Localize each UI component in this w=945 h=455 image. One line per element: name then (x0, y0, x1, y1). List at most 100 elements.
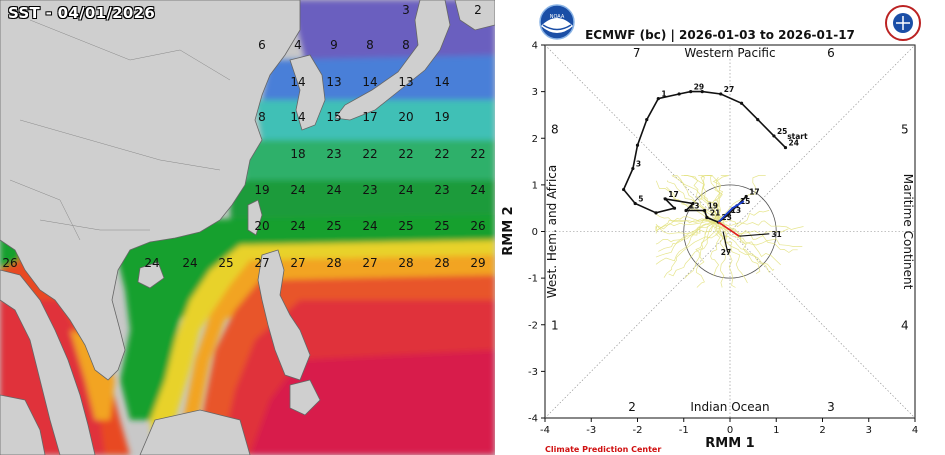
phase-number-label: 1 (551, 318, 559, 332)
region-label-left: West. Hem. and Africa (545, 165, 559, 298)
day-label: 27 (721, 248, 731, 257)
sst-value-label: 8 (402, 38, 410, 52)
forecast-path-black (722, 231, 729, 253)
sst-value-label: 22 (398, 147, 413, 161)
ensemble-member-line (719, 226, 736, 288)
sst-value-label: 6 (258, 38, 266, 52)
x-axis-label: RMM 1 (705, 436, 754, 451)
phase-number-label: 5 (901, 123, 909, 137)
observed-point (705, 215, 709, 220)
sst-value-label: 22 (362, 147, 377, 161)
x-tick-label: 2 (819, 425, 825, 436)
noaa-logo: NOAA (539, 4, 575, 40)
observed-point (645, 118, 649, 122)
observed-point (739, 101, 744, 105)
ensemble-member-line (718, 220, 804, 230)
day-label: 27 (724, 85, 734, 94)
day-label: 24 (789, 139, 799, 148)
x-tick-label: -1 (679, 425, 689, 436)
y-tick-label: 2 (532, 134, 538, 145)
sst-value-label: 25 (326, 219, 341, 233)
sst-value-label: 14 (362, 75, 377, 89)
y-axis-label: RMM 2 (501, 206, 516, 255)
phase-number-label: 7 (633, 46, 641, 60)
ensemble-member-line (713, 226, 770, 273)
ensemble-member-line (668, 224, 719, 277)
sst-value-label: 20 (254, 219, 269, 233)
nws-logo (885, 5, 921, 41)
sst-value-label: 24 (326, 183, 341, 197)
day-label: 13 (731, 206, 741, 215)
sst-value-label: 13 (326, 75, 341, 89)
y-tick-label: -2 (528, 320, 538, 331)
observed-point (677, 92, 681, 96)
phase-number-label: 3 (827, 400, 835, 414)
day-label: 17 (749, 188, 759, 197)
y-tick-label: 3 (532, 87, 538, 98)
observed-point (631, 166, 635, 171)
region-label-top: Western Pacific (684, 46, 775, 60)
day-label: 15 (740, 197, 750, 206)
sst-value-label: 8 (258, 110, 266, 124)
ensemble-member-line (695, 223, 714, 288)
sst-value-label: 26 (470, 219, 485, 233)
day-label: 19 (708, 202, 718, 211)
ensemble-member-line (655, 221, 723, 235)
sst-value-label: 24 (144, 256, 159, 270)
day-label: 3 (636, 160, 641, 169)
start-label: start (787, 132, 808, 141)
ensemble-member-line (684, 223, 713, 279)
x-tick-label: 1 (773, 425, 779, 436)
day-label: 23 (721, 213, 731, 222)
ensemble-member-line (684, 175, 723, 222)
sst-value-label: 24 (290, 219, 305, 233)
y-tick-label: -1 (528, 274, 538, 285)
sst-value-label: 18 (290, 147, 305, 161)
mjo-title: ECMWF (bc) | 2026-01-03 to 2026-01-17 (585, 28, 855, 42)
ensemble-member-line (663, 226, 726, 278)
ensemble-member-line (671, 175, 724, 227)
sst-map-title: SST - 04/01/2026 (8, 4, 156, 22)
sst-value-label: 23 (326, 147, 341, 161)
sst-value-label: 13 (398, 75, 413, 89)
observed-point (691, 201, 695, 206)
sst-value-label: 28 (398, 256, 413, 270)
sst-value-label: 24 (362, 219, 377, 233)
ensemble-member-line (724, 228, 803, 247)
sst-value-label: 27 (254, 256, 269, 270)
sst-value-label: 17 (362, 110, 377, 124)
mjo-phase-diagram-panel: NOAA ECMWF (bc) | 2026-01-03 to 2026-01-… (495, 0, 945, 455)
sst-value-label: 23 (434, 183, 449, 197)
forecast-path-black (739, 233, 770, 237)
sst-value-label: 19 (254, 183, 269, 197)
sst-value-label: 24 (290, 183, 305, 197)
observed-point (672, 206, 677, 210)
observed-point (633, 201, 637, 206)
ensemble-member-line (714, 175, 729, 219)
sst-value-label: 25 (398, 219, 413, 233)
ensemble-member-line (655, 212, 719, 224)
phase-number-label: 4 (901, 318, 909, 332)
sst-value-label: 23 (362, 183, 377, 197)
ensemble-member-line (667, 180, 725, 224)
credit-label: Climate Prediction Center (545, 445, 661, 454)
sst-value-label: 28 (434, 256, 449, 270)
observed-point (689, 90, 693, 94)
forecast-path-red (717, 221, 740, 237)
ensemble-member-line (706, 175, 721, 220)
sst-value-label: 26 (2, 256, 17, 270)
observed-point (783, 145, 788, 150)
ensemble-member-line (710, 177, 724, 229)
observed-point (772, 134, 776, 138)
region-label-right: Maritime Continent (901, 174, 915, 290)
sst-value-label: 25 (218, 256, 233, 270)
sst-value-label: 22 (434, 147, 449, 161)
sst-value-label: 14 (290, 75, 305, 89)
ensemble-member-line (718, 175, 766, 219)
sst-value-label: 8 (366, 38, 374, 52)
sst-value-label: 9 (330, 38, 338, 52)
sst-value-label: 3 (402, 3, 410, 17)
sst-value-label: 25 (434, 219, 449, 233)
